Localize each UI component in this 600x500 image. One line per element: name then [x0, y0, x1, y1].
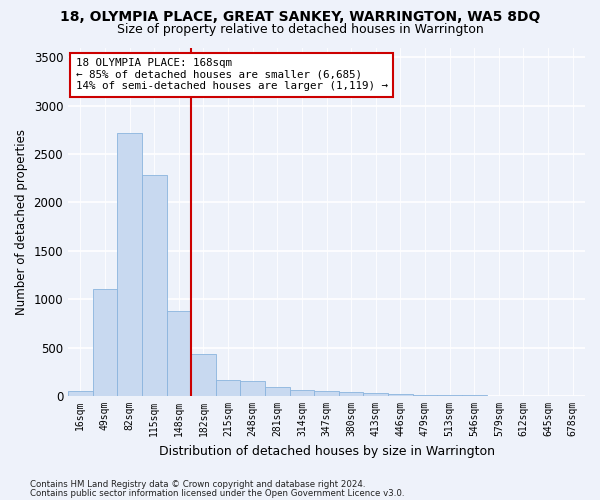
Text: Contains HM Land Registry data © Crown copyright and database right 2024.: Contains HM Land Registry data © Crown c…: [30, 480, 365, 489]
Bar: [437, 395, 462, 396]
Bar: [216, 380, 241, 396]
Bar: [290, 390, 314, 396]
Y-axis label: Number of detached properties: Number of detached properties: [15, 129, 28, 315]
Bar: [388, 394, 413, 396]
Text: 18, OLYMPIA PLACE, GREAT SANKEY, WARRINGTON, WA5 8DQ: 18, OLYMPIA PLACE, GREAT SANKEY, WARRING…: [60, 10, 540, 24]
Text: Contains public sector information licensed under the Open Government Licence v3: Contains public sector information licen…: [30, 488, 404, 498]
Text: Size of property relative to detached houses in Warrington: Size of property relative to detached ho…: [116, 22, 484, 36]
Bar: [265, 388, 290, 396]
Text: 18 OLYMPIA PLACE: 168sqm
← 85% of detached houses are smaller (6,685)
14% of sem: 18 OLYMPIA PLACE: 168sqm ← 85% of detach…: [76, 58, 388, 91]
Bar: [167, 311, 191, 396]
Bar: [117, 132, 142, 396]
Bar: [364, 393, 388, 396]
Bar: [314, 391, 339, 396]
Bar: [92, 288, 117, 396]
Bar: [68, 391, 92, 396]
Bar: [241, 380, 265, 396]
X-axis label: Distribution of detached houses by size in Warrington: Distribution of detached houses by size …: [158, 444, 494, 458]
Bar: [339, 392, 364, 396]
Bar: [142, 176, 167, 396]
Bar: [191, 354, 216, 396]
Bar: [413, 394, 437, 396]
